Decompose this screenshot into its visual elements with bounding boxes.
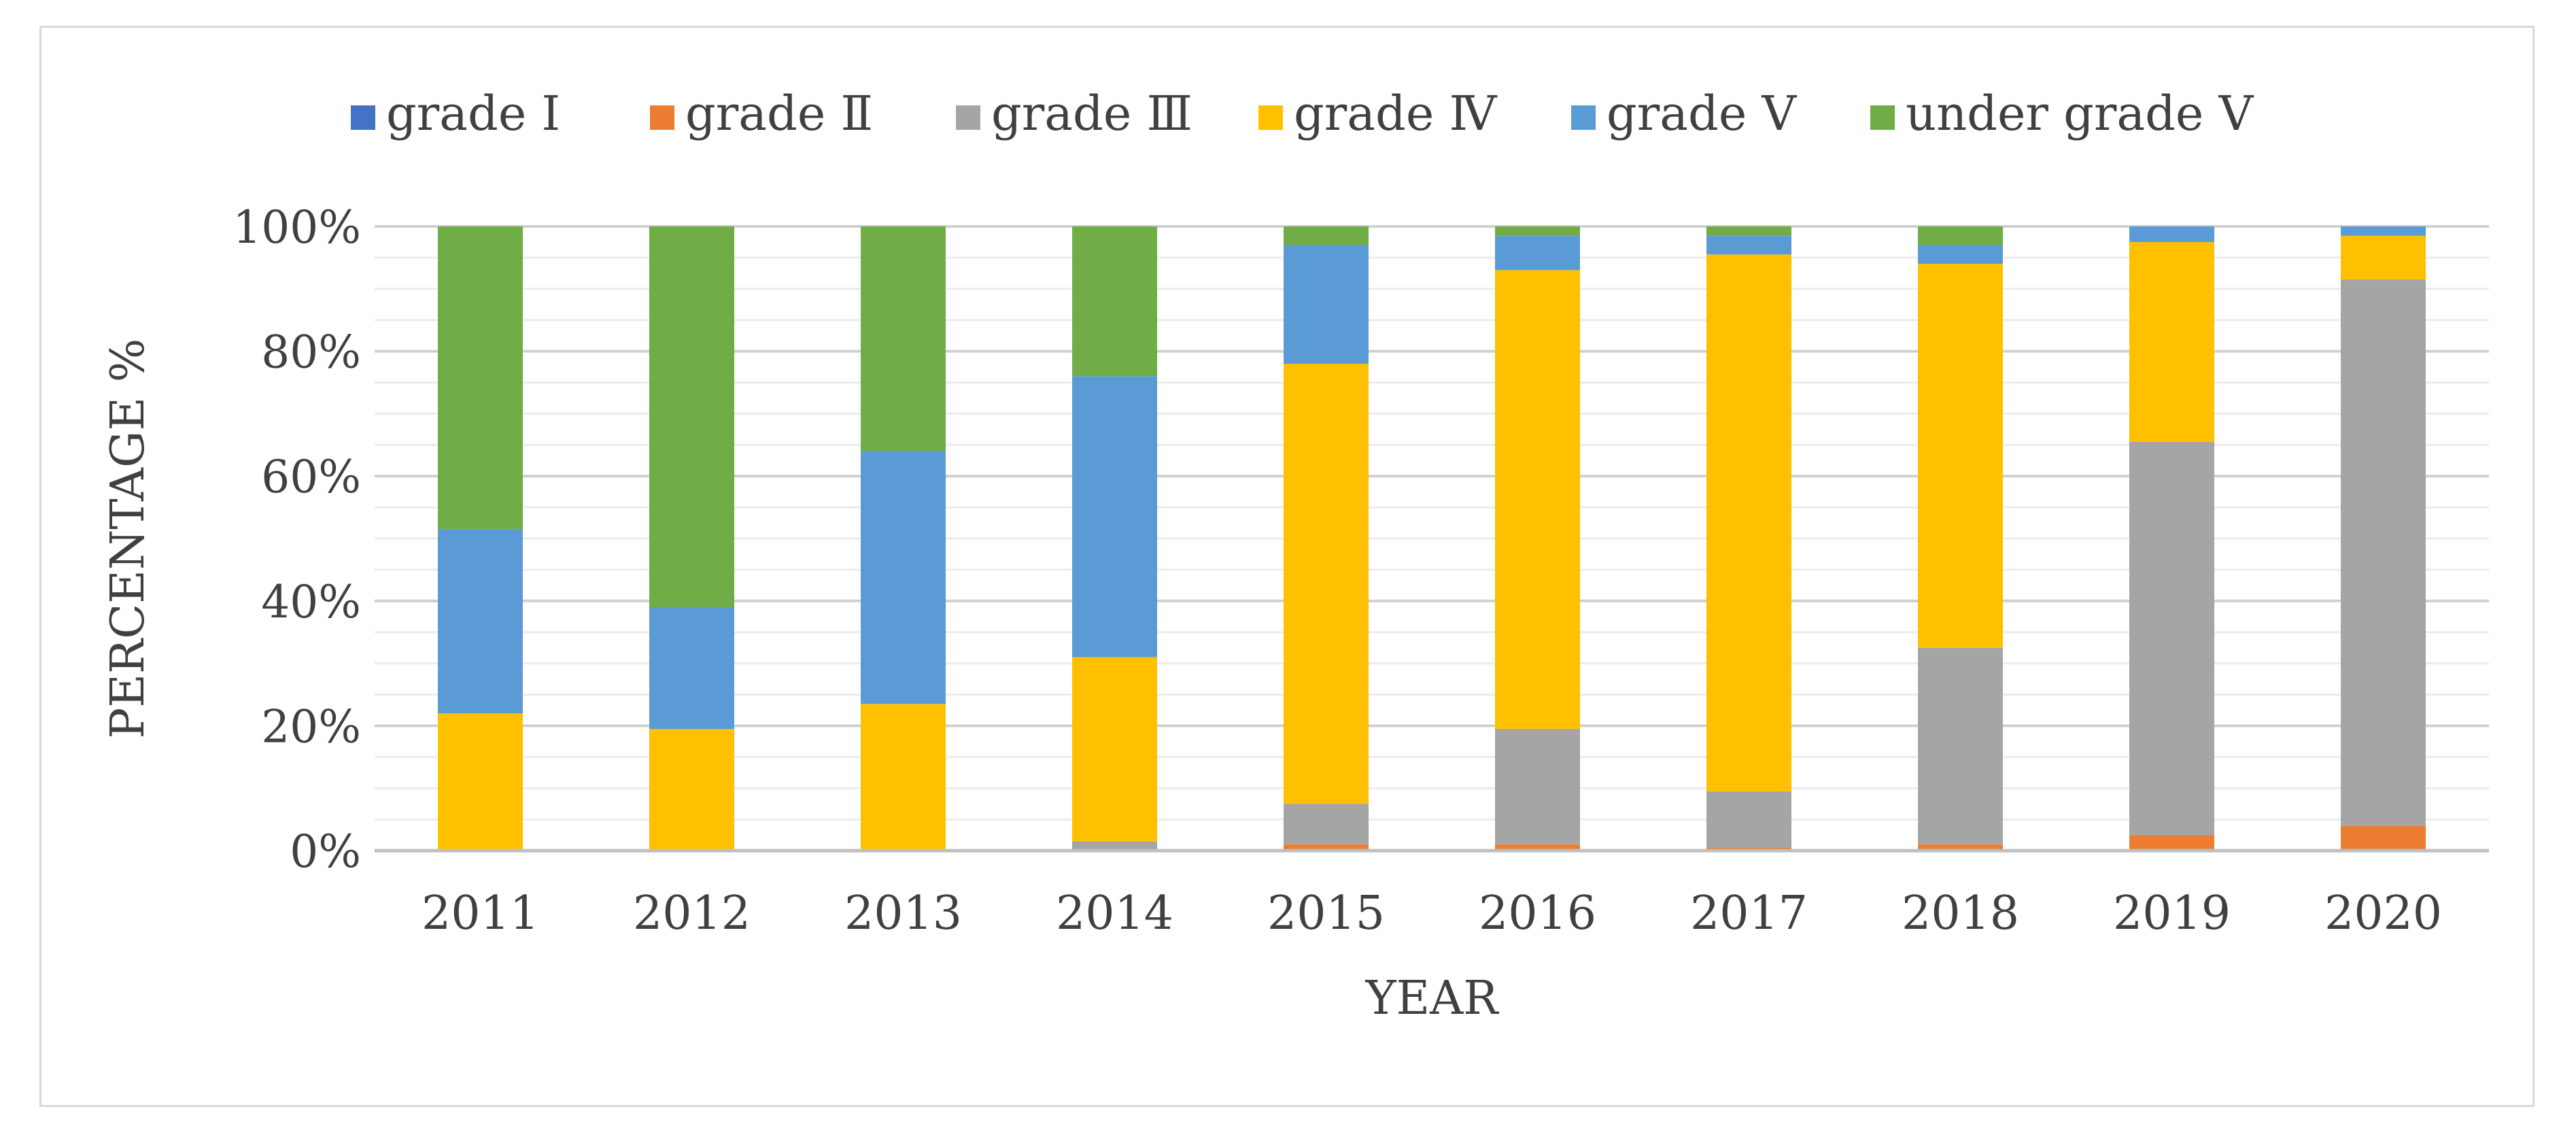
x-axis: 2011 2012 2013 2014 2015 2016 2017 2018 2019 2020 — [375, 849, 2489, 940]
bar-segment-grade-ⅴ-2011 — [438, 529, 523, 714]
legend: grade Ⅰ grade Ⅱ grade Ⅲ grade Ⅳ grade Ⅴ under… — [351, 86, 2254, 141]
bar-segment-grade-ⅲ-2019 — [2129, 441, 2214, 836]
x-tick-label-2012: 2012 — [633, 887, 751, 940]
bar-segment-grade-ⅳ-2012 — [649, 728, 734, 851]
legend-label: grade Ⅲ — [991, 86, 1192, 141]
x-axis-title: YEAR — [1365, 972, 1500, 1025]
legend-item: grade Ⅳ — [1258, 86, 1497, 141]
bar-segment-grade-ⅲ-2017 — [1706, 791, 1791, 848]
bar-segment-grade-ⅲ-2020 — [2341, 279, 2426, 826]
legend-swatch — [351, 105, 375, 130]
bar-segment-grade-ⅱ-2015 — [1284, 844, 1369, 851]
bar-segment-grade-ⅴ-2015 — [1284, 245, 1369, 364]
y-tick-label: 100% — [233, 201, 361, 254]
bar-segment-grade-ⅱ-2018 — [1918, 844, 2003, 851]
x-tick-label-2014: 2014 — [1056, 887, 1173, 940]
bar-segment-under-grade-ⅴ-2015 — [1284, 226, 1369, 245]
bar-segment-grade-ⅱ-2019 — [2129, 835, 2214, 851]
x-tick-label-2017: 2017 — [1690, 887, 1808, 940]
x-tick-label-2020: 2020 — [2324, 887, 2442, 940]
bar-segment-grade-ⅳ-2011 — [438, 713, 523, 851]
legend-swatch — [1258, 105, 1283, 130]
y-tick-label: 20% — [261, 700, 361, 753]
y-axis: 0% 20% 40% 60% 80% 100% — [233, 201, 361, 878]
x-tick-label-2018: 2018 — [1902, 887, 2019, 940]
bar-segment-grade-ⅲ-2018 — [1918, 647, 2003, 845]
bar-segment-grade-ⅳ-2017 — [1706, 254, 1791, 791]
bar-segment-under-grade-ⅴ-2012 — [649, 226, 734, 607]
legend-item: grade Ⅴ — [1571, 86, 1797, 141]
legend-item: grade Ⅱ — [650, 86, 873, 141]
bar-segment-grade-ⅱ-2020 — [2341, 825, 2426, 851]
bar-segment-under-grade-ⅴ-2011 — [438, 226, 523, 530]
legend-item: grade Ⅲ — [956, 86, 1192, 141]
bar-segment-grade-ⅳ-2015 — [1284, 363, 1369, 804]
legend-swatch — [1571, 105, 1596, 130]
bar-segment-under-grade-ⅴ-2018 — [1918, 226, 2003, 245]
bar-segment-grade-ⅲ-2015 — [1284, 804, 1369, 845]
x-tick-label-2013: 2013 — [844, 887, 962, 940]
y-tick-label: 40% — [261, 576, 361, 628]
y-tick-label: 0% — [290, 825, 361, 878]
bar-segment-grade-ⅲ-2016 — [1495, 728, 1580, 845]
y-axis-title: PERCENTAGE % — [101, 339, 155, 739]
bar-segment-grade-ⅳ-2019 — [2129, 241, 2214, 442]
bar-segment-under-grade-ⅴ-2016 — [1495, 226, 1580, 236]
bar-segment-grade-ⅳ-2018 — [1918, 264, 2003, 648]
bar-segment-grade-ⅴ-2013 — [861, 451, 946, 704]
legend-label: grade Ⅰ — [386, 86, 560, 141]
bar-segment-grade-ⅴ-2017 — [1706, 235, 1791, 255]
y-tick-label: 60% — [261, 451, 361, 503]
bar-segment-grade-ⅲ-2014 — [1072, 841, 1157, 851]
legend-label: grade Ⅱ — [685, 86, 873, 141]
legend-item: grade Ⅰ — [351, 86, 560, 141]
bars — [438, 226, 2426, 851]
bar-segment-grade-ⅳ-2014 — [1072, 657, 1157, 842]
legend-item: under grade Ⅴ — [1870, 86, 2254, 141]
stacked-bar-chart: grade Ⅰ grade Ⅱ grade Ⅲ grade Ⅳ grade Ⅴ under… — [101, 86, 2489, 1025]
bar-segment-grade-ⅳ-2020 — [2341, 235, 2426, 280]
bar-segment-grade-ⅴ-2020 — [2341, 226, 2426, 236]
legend-label: grade Ⅳ — [1294, 86, 1497, 141]
bar-segment-grade-ⅴ-2014 — [1072, 376, 1157, 658]
x-tick-label-2015: 2015 — [1267, 887, 1385, 940]
bar-segment-grade-ⅴ-2016 — [1495, 235, 1580, 271]
x-tick-label-2019: 2019 — [2113, 887, 2231, 940]
chart-frame: grade Ⅰ grade Ⅱ grade Ⅲ grade Ⅳ grade Ⅴ under… — [39, 26, 2535, 1107]
x-tick-label-2016: 2016 — [1479, 887, 1596, 940]
bar-segment-under-grade-ⅴ-2013 — [861, 226, 946, 452]
bar-segment-grade-ⅳ-2016 — [1495, 270, 1580, 729]
bar-segment-grade-ⅱ-2016 — [1495, 844, 1580, 851]
legend-label: grade Ⅴ — [1607, 86, 1797, 141]
bar-segment-grade-ⅳ-2013 — [861, 704, 946, 851]
legend-label: under grade Ⅴ — [1906, 86, 2254, 141]
bar-segment-grade-ⅴ-2018 — [1918, 245, 2003, 265]
x-tick-label-2011: 2011 — [422, 887, 539, 940]
bar-segment-grade-ⅴ-2019 — [2129, 226, 2214, 242]
legend-swatch — [956, 105, 980, 130]
bar-segment-under-grade-ⅴ-2014 — [1072, 226, 1157, 377]
bar-segment-grade-ⅴ-2012 — [649, 607, 734, 729]
bar-segment-under-grade-ⅴ-2017 — [1706, 226, 1791, 236]
y-tick-label: 80% — [261, 326, 361, 379]
legend-swatch — [1870, 105, 1895, 130]
legend-swatch — [650, 105, 674, 130]
